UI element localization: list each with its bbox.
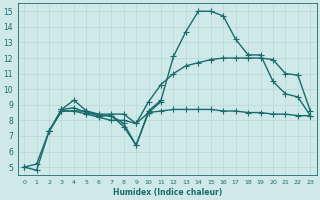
X-axis label: Humidex (Indice chaleur): Humidex (Indice chaleur) bbox=[113, 188, 222, 197]
